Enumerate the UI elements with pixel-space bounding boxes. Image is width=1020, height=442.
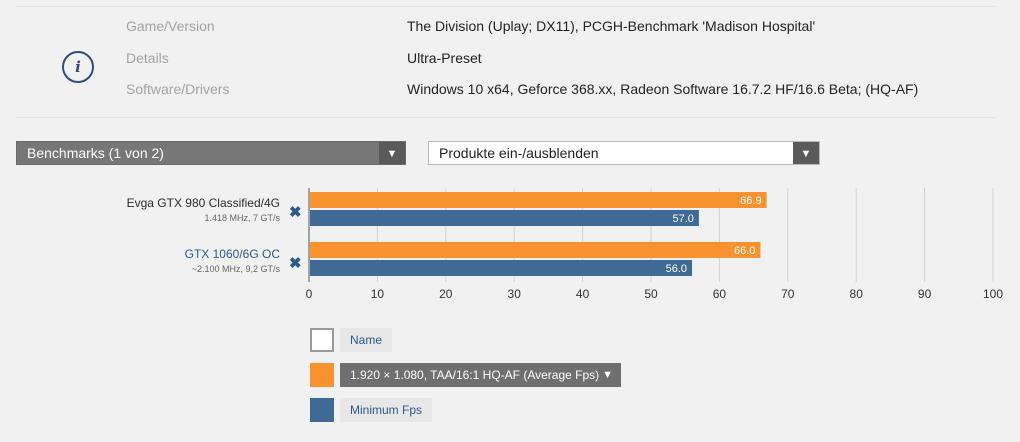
info-value: Windows 10 x64, Geforce 368.xx, Radeon S… <box>407 81 919 97</box>
info-icon: i <box>62 51 94 83</box>
legend-swatch-name[interactable] <box>310 328 334 352</box>
remove-product-icon[interactable]: ✖ <box>289 255 302 272</box>
gpu-name-label: Evga GTX 980 Classified/4G <box>126 196 280 210</box>
x-tick-label: 0 <box>306 287 313 301</box>
bar <box>310 210 699 226</box>
info-value: The Division (Uplay; DX11), PCGH-Benchma… <box>407 18 816 34</box>
benchmarks-select-label: Benchmarks (1 von 2) <box>27 145 164 161</box>
info-key: Details <box>126 50 169 66</box>
info-row-game: Game/Version The Division (Uplay; DX11),… <box>16 18 996 38</box>
x-tick-label: 10 <box>371 287 385 301</box>
bar <box>310 260 693 276</box>
chart-svg: 0 10 20 30 40 50 60 70 80 90 100 66.9 57.0 66.0 56.0 <box>306 188 1003 301</box>
x-tick-label: 30 <box>508 287 522 301</box>
legend-average-label: 1.920 × 1.080, TAA/16:1 HQ-AF (Average F… <box>350 368 600 382</box>
benchmarks-select[interactable]: Benchmarks (1 von 2) ▼ <box>16 141 406 165</box>
gpu-name-link[interactable]: GTX 1060/6G OC <box>184 247 280 261</box>
bar-value-label: 56.0 <box>666 263 687 275</box>
info-row-software: Software/Drivers Windows 10 x64, Geforce… <box>16 81 996 101</box>
info-value: Ultra-Preset <box>407 50 482 66</box>
info-panel: i Game/Version The Division (Uplay; DX11… <box>16 6 996 118</box>
bar-value-label: 66.0 <box>734 245 755 257</box>
x-tick-label: 80 <box>850 287 864 301</box>
x-tick-label: 40 <box>576 287 590 301</box>
gpu-spec-label: ~2.100 MHz, 9,2 GT/s <box>191 264 280 274</box>
products-select[interactable]: Produkte ein-/ausblenden ▼ <box>428 141 820 165</box>
gpu-spec-label: 1.418 MHz, 7 GT/s <box>204 213 280 223</box>
legend-swatch-minimum[interactable] <box>310 398 334 422</box>
x-tick-label: 50 <box>644 287 658 301</box>
info-row-details: Details Ultra-Preset <box>16 50 996 70</box>
legend-minimum-label[interactable]: Minimum Fps <box>340 398 433 422</box>
legend-name-label[interactable]: Name <box>340 328 393 352</box>
chevron-down-icon[interactable]: ▼ <box>793 142 819 164</box>
x-tick-label: 20 <box>439 287 453 301</box>
chevron-down-icon[interactable]: ▼ <box>379 142 405 164</box>
x-tick-label: 60 <box>713 287 727 301</box>
bar <box>310 242 761 258</box>
legend-average-dropdown[interactable]: 1.920 × 1.080, TAA/16:1 HQ-AF (Average F… <box>340 363 621 387</box>
bar-value-label: 57.0 <box>672 213 693 225</box>
x-tick-label: 90 <box>918 287 932 301</box>
x-tick-label: 70 <box>781 287 795 301</box>
remove-product-icon[interactable]: ✖ <box>289 204 302 221</box>
products-select-label: Produkte ein-/ausblenden <box>439 145 599 161</box>
x-tick-label: 100 <box>983 287 1003 301</box>
bar-value-label: 66.9 <box>740 195 761 207</box>
bar <box>310 192 767 208</box>
benchmark-chart: 0 10 20 30 40 50 60 70 80 90 100 66.9 57.0 66.0 56.0 E… <box>0 180 1020 320</box>
chevron-down-icon: ▼ <box>602 369 613 381</box>
info-key: Software/Drivers <box>126 81 230 97</box>
info-key: Game/Version <box>126 18 215 34</box>
legend-swatch-average[interactable] <box>310 363 334 387</box>
